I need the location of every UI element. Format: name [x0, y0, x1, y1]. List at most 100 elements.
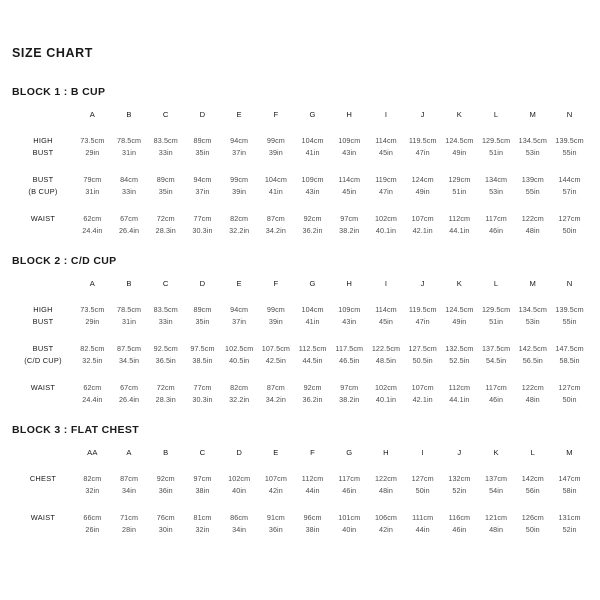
measurement-cell-in: 38in — [305, 524, 320, 534]
measurement-cell-in: 35in — [158, 186, 173, 196]
measurement-cell-cm: 102cm — [228, 473, 251, 483]
measurement-cell-in: 46in — [489, 394, 504, 404]
column-header: E — [273, 448, 279, 457]
measurement-cell-in: 55in — [562, 316, 577, 326]
column-header: AA — [87, 448, 98, 457]
measurement-cell-cm: 82cm — [230, 382, 249, 392]
column-header: B — [126, 279, 132, 288]
measurement-cell-cm: 77cm — [193, 382, 212, 392]
measurement-cell-cm: 79cm — [83, 174, 102, 184]
row-label: WAIST — [30, 382, 56, 392]
measurement-cell-cm: 142.5cm — [518, 343, 547, 353]
column-header: I — [421, 448, 424, 457]
table-row: HIGH 73.5cm 78.5cm 83.5cm 89cm 94cm 99cm 104cm 1… — [12, 303, 588, 315]
measurement-cell-cm: 72cm — [156, 213, 175, 223]
column-header: A — [89, 110, 95, 119]
column-header: G — [309, 279, 316, 288]
measurement-cell-cm: 109cm — [301, 174, 324, 184]
measurement-cell-in: 50in — [415, 485, 430, 495]
measurement-cell-in: 37in — [232, 316, 247, 326]
measurement-cell-cm: 112cm — [448, 213, 471, 223]
column-header: E — [236, 279, 242, 288]
measurement-cell-in: 38.2in — [339, 394, 360, 404]
spacer-cell — [12, 293, 588, 303]
table-corner-cell — [12, 274, 74, 293]
measurement-cell-cm: 67cm — [120, 382, 139, 392]
measurement-cell-cm: 87cm — [266, 382, 285, 392]
column-header: F — [273, 279, 279, 288]
spacer-cell — [12, 124, 588, 134]
size-block: BLOCK 2 : C/D CUP A B C D E F G H I J K L M N HIGH 73.5c… — [12, 254, 588, 423]
column-header: M — [566, 448, 573, 457]
table-row: WAIST 66cm 71cm 76cm 81cm 86cm 91cm 96cm 101cm 10… — [12, 511, 588, 523]
measurement-cell-in: 45in — [378, 316, 393, 326]
measurement-cell-in: 39in — [268, 147, 283, 157]
row-label: HIGH — [33, 135, 53, 145]
measurement-cell-in: 33in — [158, 316, 173, 326]
column-header: N — [566, 279, 573, 288]
measurement-cell-in: 37in — [195, 186, 210, 196]
measurement-cell-in: 30in — [158, 524, 173, 534]
block-heading: BLOCK 1 : B CUP — [12, 86, 106, 98]
measurement-cell-cm: 112cm — [301, 473, 324, 483]
measurement-cell-in: 46in — [452, 524, 467, 534]
column-header: H — [346, 279, 353, 288]
spacer-row — [12, 366, 588, 381]
measurement-cell-cm: 122cm — [521, 213, 544, 223]
measurement-cell-cm: 124cm — [411, 174, 434, 184]
measurement-cell-in: 36.2in — [302, 394, 323, 404]
column-header: N — [566, 110, 573, 119]
measurement-cell-cm: 117cm — [338, 473, 361, 483]
measurement-cell-cm: 82cm — [83, 473, 102, 483]
measurement-cell-cm: 94cm — [230, 304, 249, 314]
measurement-cell-cm: 124.5cm — [445, 304, 474, 314]
spacer-cell — [12, 197, 588, 212]
measurement-cell-cm: 127.5cm — [408, 343, 437, 353]
measurement-cell-cm: 132cm — [448, 473, 471, 483]
column-header: H — [383, 448, 389, 457]
measurement-cell-cm: 129cm — [448, 174, 471, 184]
measurement-cell-in: 51in — [489, 316, 504, 326]
column-header: H — [346, 110, 353, 119]
measurement-cell-in: 44in — [305, 485, 320, 495]
measurement-cell-in: 52.5in — [449, 355, 470, 365]
measurement-cell-in: 32in — [85, 485, 100, 495]
measurement-cell-in: 41in — [268, 186, 283, 196]
measurement-cell-cm: 66cm — [83, 512, 102, 522]
measurement-cell-cm: 112.5cm — [298, 343, 327, 353]
row-label-secondary: (C/D CUP) — [24, 355, 62, 365]
measurement-cell-in: 26.4in — [118, 394, 140, 404]
measurement-cell-in: 36.5in — [155, 355, 176, 365]
measurement-cell-cm: 116cm — [448, 512, 471, 522]
measurement-cell-in: 50in — [562, 394, 577, 404]
measurement-cell-cm: 127cm — [411, 473, 434, 483]
measurement-cell-in: 32in — [195, 524, 210, 534]
measurement-cell-in: 28.3in — [155, 394, 176, 404]
measurement-cell-in: 24.4in — [82, 394, 103, 404]
column-header: K — [456, 279, 463, 288]
spacer — [12, 405, 588, 423]
row-label: WAIST — [30, 213, 56, 223]
spacer-row — [12, 124, 588, 134]
measurement-cell-cm: 121cm — [485, 512, 508, 522]
measurement-cell-cm: 139cm — [521, 174, 544, 184]
column-header: M — [529, 110, 537, 119]
measurement-cell-in: 34.5in — [118, 355, 140, 365]
row-label: WAIST — [30, 512, 56, 522]
column-header: F — [310, 448, 315, 457]
measurement-cell-cm: 78.5cm — [116, 135, 142, 145]
measurement-cell-cm: 94cm — [230, 135, 249, 145]
measurement-cell-cm: 104cm — [301, 135, 324, 145]
measurement-cell-cm: 139.5cm — [555, 135, 584, 145]
measurement-cell-cm: 114cm — [338, 174, 361, 184]
measurement-cell-cm: 119.5cm — [408, 135, 437, 145]
table-row: BUST 29in 31in 33in 35in 37in 39in 41in 43in 45in… — [12, 315, 588, 327]
measurement-cell-in: 55in — [525, 186, 540, 196]
measurement-cell-cm: 142cm — [521, 473, 544, 483]
column-header: G — [346, 448, 353, 457]
measurement-cell-cm: 81cm — [193, 512, 212, 522]
measurement-cell-in: 33in — [158, 147, 173, 157]
measurement-cell-in: 43in — [305, 186, 320, 196]
measurement-cell-cm: 132.5cm — [445, 343, 474, 353]
